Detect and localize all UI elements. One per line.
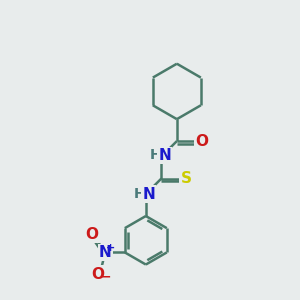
Text: O: O	[85, 227, 98, 242]
Text: H: H	[150, 148, 161, 163]
Text: N: N	[99, 245, 112, 260]
Text: N: N	[142, 187, 155, 202]
Text: +: +	[106, 243, 115, 253]
Text: O: O	[91, 267, 104, 282]
Text: S: S	[181, 171, 191, 186]
Text: H: H	[134, 187, 145, 201]
Text: −: −	[100, 271, 111, 284]
Text: O: O	[195, 134, 208, 148]
Text: N: N	[158, 148, 171, 163]
